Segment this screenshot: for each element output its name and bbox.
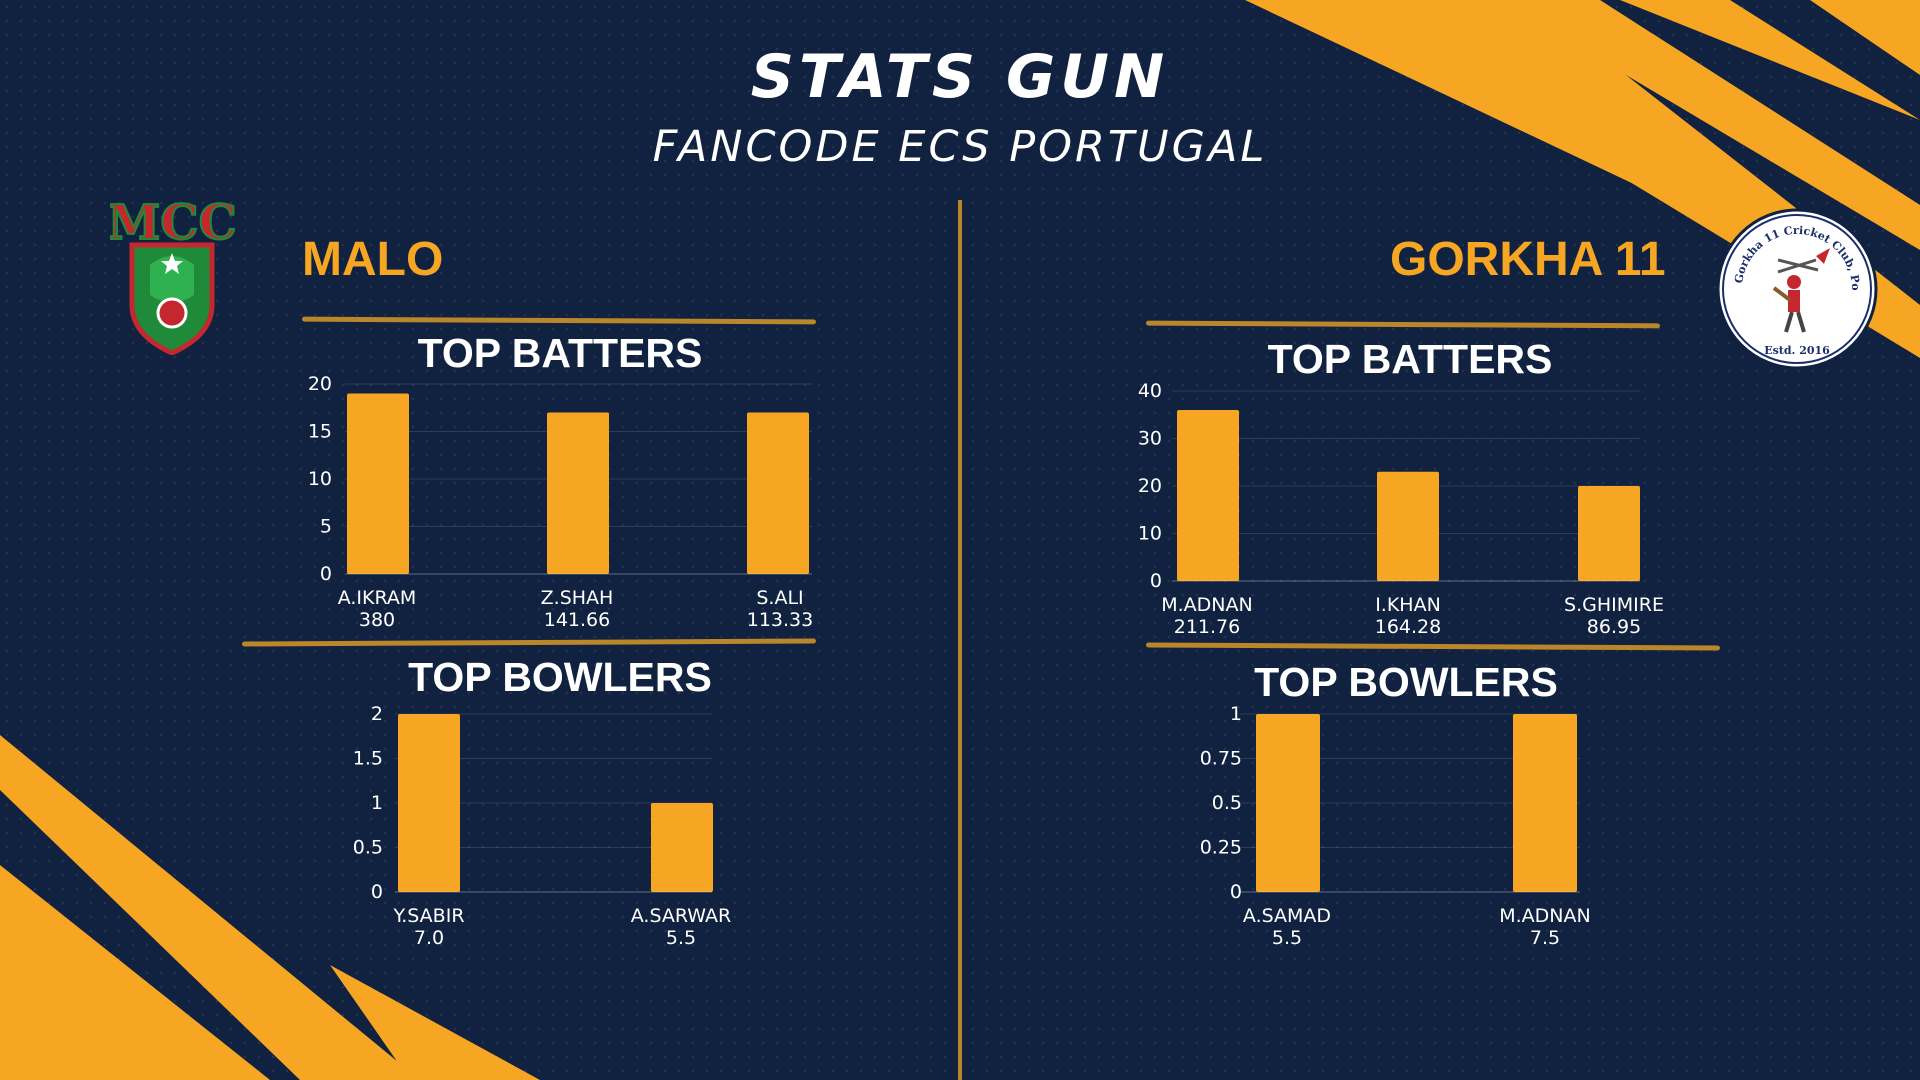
x-sublabel: 5.5 (1272, 927, 1302, 949)
svg-text:MCC: MCC (110, 195, 235, 251)
y-tick-label: 30 (1138, 428, 1162, 450)
mcc-crest-icon: MCC (106, 194, 238, 359)
x-category-label: M.ADNAN (1161, 594, 1252, 616)
x-sublabel: 7.0 (414, 927, 444, 949)
x-sublabel: 86.95 (1587, 616, 1641, 638)
y-tick-label: 0 (371, 881, 383, 903)
x-category-label: A.IKRAM (338, 587, 417, 609)
bar (347, 393, 409, 574)
x-category-label: M.ADNAN (1499, 905, 1590, 927)
x-sublabel: 5.5 (666, 927, 696, 949)
team-name-gorkha-11: GORKHA 11 (1390, 233, 1666, 286)
y-tick-label: 5 (320, 516, 332, 538)
team-name-malo: MALO (302, 233, 444, 286)
y-tick-label: 2 (371, 703, 383, 725)
section-title-top-bowlers: TOP BOWLERS (1254, 659, 1558, 705)
y-tick-label: 0 (1150, 570, 1162, 592)
bar (1377, 471, 1439, 581)
center-divider (958, 200, 962, 1080)
page-subtitle: FANCODE ECS PORTUGAL (652, 122, 1268, 172)
svg-text:Estd. 2016: Estd. 2016 (1764, 344, 1830, 357)
y-tick-label: 1 (371, 792, 383, 814)
section-title-top-bowlers: TOP BOWLERS (408, 654, 712, 700)
y-tick-label: 20 (308, 373, 332, 395)
y-tick-label: 0.75 (1200, 748, 1242, 770)
y-tick-label: 0.5 (353, 837, 383, 859)
y-tick-label: 20 (1138, 475, 1162, 497)
bar (1177, 410, 1239, 581)
gorkha-11-crest-icon: Gorkha 11 Cricket Club, Portugal Estd. 2… (1712, 198, 1878, 374)
x-category-label: A.SARWAR (631, 905, 732, 927)
x-category-label: A.SAMAD (1243, 905, 1331, 927)
x-category-label: Y.SABIR (392, 905, 464, 927)
x-sublabel: 141.66 (544, 609, 610, 631)
x-sublabel: 164.28 (1375, 616, 1441, 638)
y-tick-label: 1 (1230, 703, 1242, 725)
bar (1578, 486, 1640, 581)
bar (1256, 714, 1320, 892)
y-tick-label: 0.5 (1212, 792, 1242, 814)
x-sublabel: 211.76 (1174, 616, 1240, 638)
x-category-label: S.GHIMIRE (1564, 594, 1664, 616)
section-title-top-batters: TOP BATTERS (1267, 336, 1553, 382)
y-tick-label: 10 (1138, 523, 1162, 545)
section-title-top-batters: TOP BATTERS (417, 330, 703, 376)
x-sublabel: 380 (359, 609, 395, 631)
y-tick-label: 0 (320, 563, 332, 585)
x-sublabel: 113.33 (747, 609, 813, 631)
y-tick-label: 0 (1230, 881, 1242, 903)
y-tick-label: 1.5 (353, 748, 383, 770)
y-tick-label: 15 (308, 421, 332, 443)
bar (1513, 714, 1577, 892)
bar (651, 803, 713, 892)
x-category-label: I.KHAN (1375, 594, 1441, 616)
page-title: STATS GUN (750, 42, 1170, 112)
x-category-label: S.ALI (756, 587, 803, 609)
bar (398, 714, 460, 892)
bar (547, 412, 609, 574)
y-tick-label: 40 (1138, 380, 1162, 402)
bar (747, 412, 809, 574)
y-tick-label: 10 (308, 468, 332, 490)
y-tick-label: 0.25 (1200, 837, 1242, 859)
x-category-label: Z.SHAH (541, 587, 614, 609)
x-sublabel: 7.5 (1530, 927, 1560, 949)
